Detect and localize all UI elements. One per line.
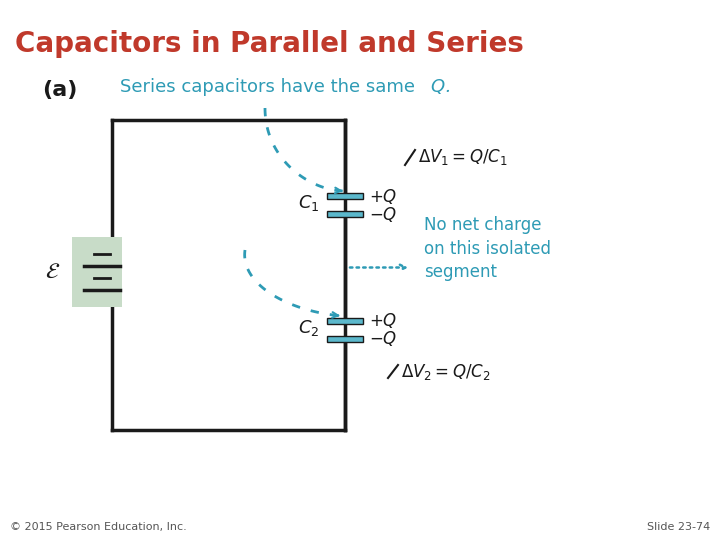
Text: $-Q$: $-Q$ bbox=[369, 329, 397, 348]
Text: Slide 23-74: Slide 23-74 bbox=[647, 522, 710, 532]
Text: $-Q$: $-Q$ bbox=[369, 205, 397, 224]
Text: $\Delta V_2 = Q/C_2$: $\Delta V_2 = Q/C_2$ bbox=[401, 362, 490, 382]
Bar bbox=[327, 211, 363, 217]
Text: $C_2$: $C_2$ bbox=[297, 318, 319, 338]
Bar bbox=[327, 336, 363, 342]
Text: $+Q$: $+Q$ bbox=[369, 312, 397, 330]
Text: No net charge
on this isolated
segment: No net charge on this isolated segment bbox=[424, 216, 551, 281]
Text: $\Delta V_1 = Q/C_1$: $\Delta V_1 = Q/C_1$ bbox=[418, 147, 508, 167]
Bar bbox=[327, 193, 363, 199]
Text: Capacitors in Parallel and Series: Capacitors in Parallel and Series bbox=[15, 30, 524, 58]
Text: $\mathcal{E}$: $\mathcal{E}$ bbox=[45, 261, 60, 283]
Bar bbox=[327, 318, 363, 324]
Text: (a): (a) bbox=[42, 80, 77, 100]
Text: © 2015 Pearson Education, Inc.: © 2015 Pearson Education, Inc. bbox=[10, 522, 186, 532]
Text: $C_1$: $C_1$ bbox=[297, 193, 319, 213]
FancyBboxPatch shape bbox=[72, 237, 122, 307]
Text: Series capacitors have the same: Series capacitors have the same bbox=[120, 78, 420, 96]
Text: $+Q$: $+Q$ bbox=[369, 186, 397, 206]
Text: $Q$.: $Q$. bbox=[430, 78, 450, 97]
